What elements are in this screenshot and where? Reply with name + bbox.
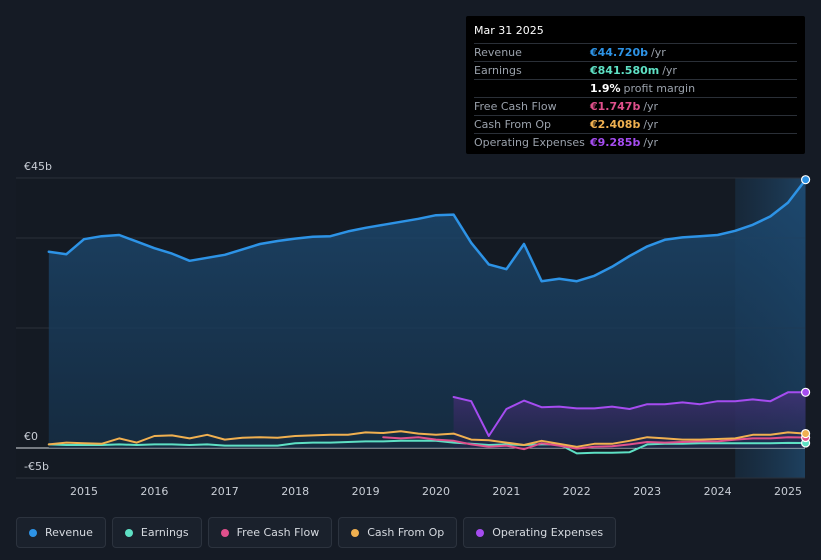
revenue-area <box>48 179 806 448</box>
x-tick-label: 2018 <box>281 485 309 498</box>
earnings-line <box>47 439 807 455</box>
cash-from-op-line <box>47 430 807 448</box>
free-cash-flow-line <box>382 436 807 451</box>
x-tick-label: 2019 <box>352 485 380 498</box>
x-tick-label: 2022 <box>563 485 591 498</box>
legend-label: Cash From Op <box>367 526 445 539</box>
legend-dot-icon <box>476 528 485 537</box>
y-tick-label: -€5b <box>24 460 49 473</box>
x-tick-label: 2017 <box>211 485 239 498</box>
legend-label: Earnings <box>140 526 189 539</box>
tooltip-row: 1.9% profit margin <box>474 79 797 97</box>
tooltip-row-label: Free Cash Flow <box>474 100 557 113</box>
legend-item-earnings[interactable]: Earnings <box>111 517 202 548</box>
legend-label: Operating Expenses <box>492 526 604 539</box>
x-tick-label: 2024 <box>704 485 732 498</box>
tooltip-row-unit: /yr <box>643 100 659 113</box>
x-tick-label: 2016 <box>140 485 168 498</box>
tooltip-row: Earnings €841.580m/yr <box>474 61 797 79</box>
cash-from-op-end-point <box>800 428 811 439</box>
x-tick-label: 2025 <box>774 485 802 498</box>
legend-item-operating-expenses[interactable]: Operating Expenses <box>463 517 617 548</box>
tooltip-row-unit: /yr <box>643 136 659 149</box>
tooltip-row-label: Revenue <box>474 46 522 59</box>
tooltip-row: Revenue €44.720b/yr <box>474 43 797 61</box>
legend-item-free-cash-flow[interactable]: Free Cash Flow <box>207 517 333 548</box>
x-tick-label: 2021 <box>492 485 520 498</box>
tooltip: Mar 31 2025 Revenue €44.720b/yr Earnings €8… <box>466 16 805 154</box>
tooltip-row-unit: /yr <box>662 64 677 77</box>
tooltip-row-value: €44.720b <box>590 46 648 59</box>
tooltip-row-unit: /yr <box>650 46 666 59</box>
tooltip-row-value: €2.408b <box>590 118 641 131</box>
revenue-line <box>47 178 807 283</box>
tooltip-row: Cash From Op €2.408b/yr <box>474 115 797 133</box>
tooltip-row-unit: /yr <box>643 118 659 131</box>
legend-label: Free Cash Flow <box>236 526 320 539</box>
tooltip-row-label: Earnings <box>474 64 522 77</box>
y-tick-label: €0 <box>24 430 38 443</box>
x-tick-label: 2020 <box>422 485 450 498</box>
tooltip-date: Mar 31 2025 <box>474 24 544 37</box>
tooltip-row: Free Cash Flow €1.747b/yr <box>474 97 797 115</box>
legend-label: Revenue <box>45 526 93 539</box>
tooltip-row: Operating Expenses €9.285b/yr <box>474 133 797 151</box>
operating-expenses-area <box>453 392 806 448</box>
tooltip-row-value: 1.9% <box>590 82 621 95</box>
tooltip-row-value: €1.747b <box>590 100 641 113</box>
tooltip-row-label: Cash From Op <box>474 118 552 131</box>
tooltip-row-unit: profit margin <box>623 82 696 95</box>
legend-dot-icon <box>124 528 133 537</box>
tooltip-row-label: Operating Expenses <box>474 136 585 149</box>
operating-expenses-line <box>452 391 807 437</box>
x-tick-label: 2023 <box>633 485 661 498</box>
legend: Revenue Earnings Free Cash Flow Cash From O… <box>16 517 617 548</box>
legend-item-cash-from-op[interactable]: Cash From Op <box>338 517 458 548</box>
legend-dot-icon <box>351 528 360 537</box>
tooltip-row-value: €9.285b <box>590 136 641 149</box>
legend-item-revenue[interactable]: Revenue <box>16 517 106 548</box>
legend-dot-icon <box>220 528 229 537</box>
y-tick-label: €45b <box>24 160 52 173</box>
operating-expenses-end-point <box>800 387 811 397</box>
revenue-end-point <box>800 175 811 185</box>
legend-dot-icon <box>29 528 37 537</box>
x-tick-label: 2015 <box>70 485 98 498</box>
tooltip-row-value: €841.580m <box>590 64 660 77</box>
